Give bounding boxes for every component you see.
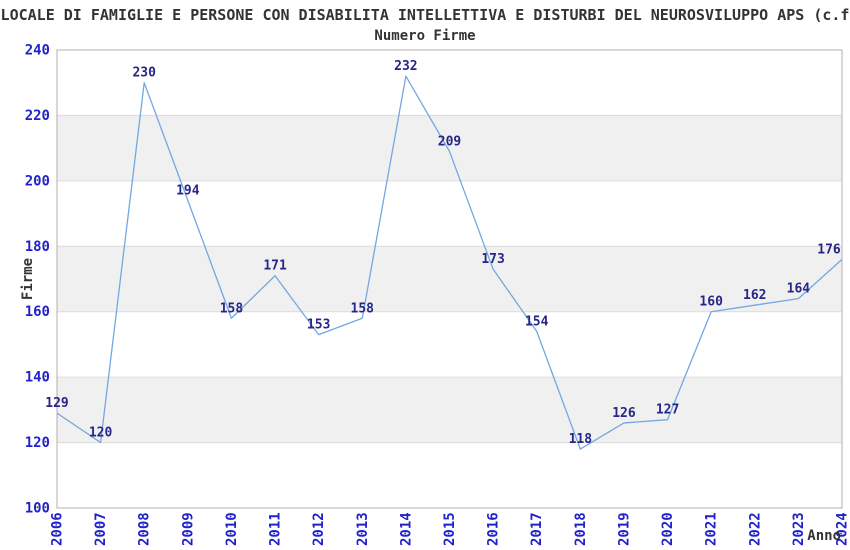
data-label: 127 — [656, 403, 679, 418]
x-axis-label: Anno — [807, 528, 841, 544]
data-label: 160 — [699, 295, 723, 310]
data-label: 158 — [220, 301, 244, 316]
x-tick-label: 2012 — [311, 512, 327, 546]
grid-band — [57, 115, 842, 181]
data-line — [56, 75, 843, 450]
x-tick-label: 2016 — [486, 512, 502, 546]
x-tick-label: 2011 — [268, 512, 284, 546]
x-tick-label: 2007 — [93, 512, 109, 546]
x-tick-label: 2021 — [704, 512, 720, 546]
data-label: 164 — [787, 282, 811, 297]
x-tick-label: 2010 — [224, 512, 240, 546]
data-label: 120 — [89, 426, 113, 441]
data-label: 171 — [263, 259, 287, 274]
x-tick-label: 2017 — [529, 512, 545, 546]
x-tick-label: 2008 — [137, 512, 153, 546]
data-label: 194 — [176, 183, 200, 198]
data-label: 158 — [351, 301, 375, 316]
y-tick-label: 240 — [25, 43, 50, 59]
x-tick-label: 2006 — [50, 512, 66, 546]
data-label: 173 — [481, 252, 504, 267]
x-tick-label: 2015 — [442, 512, 458, 546]
plot-border — [56, 49, 843, 509]
data-label: 232 — [394, 59, 417, 74]
y-tick-label: 220 — [25, 108, 50, 124]
y-tick-label: 140 — [25, 370, 50, 386]
x-tick-label: 2009 — [180, 512, 196, 546]
y-tick-label: 200 — [25, 173, 50, 189]
x-tick-label: 2014 — [398, 512, 414, 546]
grid-band — [57, 377, 842, 443]
x-tick-label: 2022 — [747, 512, 763, 546]
chart-title: LOCALE DI FAMIGLIE E PERSONE CON DISABIL… — [0, 6, 850, 24]
data-label: 118 — [569, 432, 593, 447]
x-tick-label: 2019 — [616, 512, 632, 546]
chart-subtitle: Numero Firme — [374, 28, 476, 44]
x-tick-label: 2020 — [660, 512, 676, 546]
data-label: 154 — [525, 314, 549, 329]
y-tick-label: 180 — [25, 239, 50, 255]
data-label: 209 — [438, 134, 461, 149]
y-tick-label: 100 — [25, 501, 50, 517]
y-axis-label: Firme — [20, 258, 36, 300]
x-tick-label: 2013 — [355, 512, 371, 546]
y-tick-label: 120 — [25, 435, 50, 451]
data-label: 129 — [45, 396, 68, 411]
data-label: 153 — [307, 318, 330, 333]
x-tick-label: 2023 — [791, 512, 807, 546]
y-tick-label: 160 — [25, 304, 50, 320]
x-tick-label: 2024 — [835, 512, 850, 546]
grid-band — [57, 246, 842, 312]
data-label: 162 — [743, 288, 766, 303]
x-tick-label: 2018 — [573, 512, 589, 546]
data-label: 126 — [612, 406, 636, 421]
data-label: 176 — [817, 242, 841, 257]
data-label: 230 — [132, 66, 156, 81]
